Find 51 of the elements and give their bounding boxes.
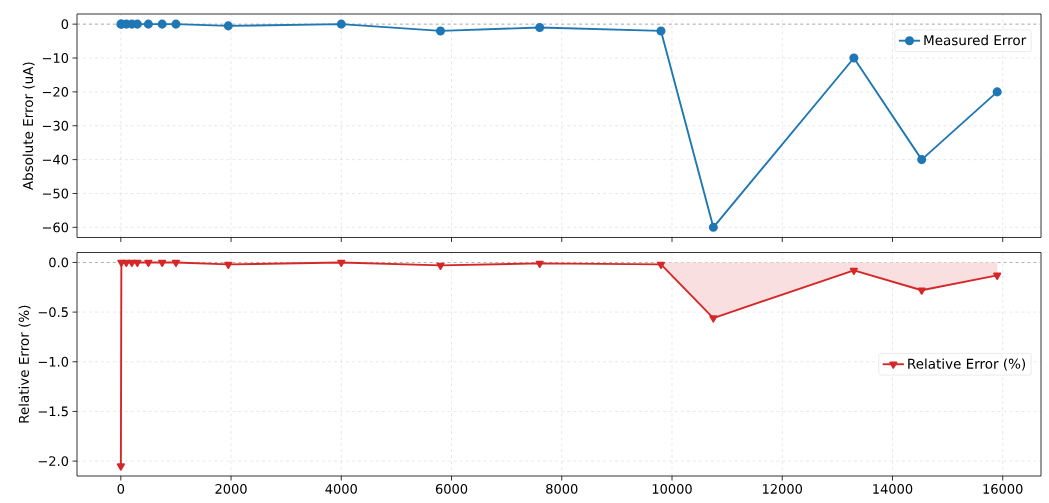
y-tick-label: −10 (42, 53, 69, 63)
point (535, 260, 544, 268)
y-tick-label: −50 (42, 188, 69, 199)
x-tick-label: 2000 (215, 484, 247, 494)
y-tick-label: −0.5 (38, 307, 68, 318)
point (223, 21, 233, 31)
x-tick-label: 10000 (652, 484, 692, 494)
x-tick-label: 8000 (546, 484, 578, 494)
point (656, 261, 666, 269)
y-tick-label: 0 (61, 19, 69, 30)
x-tick-label: 6000 (435, 484, 468, 494)
point (116, 463, 125, 471)
y-tick-label: 0.0 (49, 257, 69, 268)
x-tick-label: 4000 (325, 484, 357, 494)
point (849, 267, 858, 275)
point (143, 19, 153, 29)
y-tick-label: −1.5 (38, 406, 68, 417)
point (917, 155, 927, 165)
y-axis-title: Absolute Error (uA) (22, 62, 35, 191)
x-tick-label: 16000 (983, 484, 1023, 494)
point (337, 259, 346, 267)
point (435, 26, 446, 36)
y-axis-title: Relative Error (%) (18, 305, 31, 423)
point (157, 19, 167, 29)
point (133, 259, 142, 267)
legend-label: Relative Error (%) (908, 358, 1026, 371)
x-tick-label: 12000 (762, 484, 803, 494)
point (224, 261, 233, 269)
point (656, 26, 666, 36)
y-tick-label: −30 (42, 120, 69, 131)
y-tick-label: −20 (42, 86, 69, 97)
point (171, 259, 180, 267)
y-tick-label: −2.0 (38, 456, 69, 467)
x-tick-label: 14000 (873, 484, 913, 494)
point (535, 23, 545, 33)
point (993, 272, 1002, 280)
point (992, 87, 1002, 97)
y-tick-label: −1.0 (38, 356, 69, 367)
point (158, 259, 167, 267)
point (436, 262, 445, 270)
point (336, 19, 346, 29)
point (849, 53, 859, 63)
x-tick-label: 0 (117, 484, 125, 494)
point (917, 287, 926, 295)
point (144, 259, 153, 267)
point (709, 315, 718, 323)
y-tick-label: −60 (42, 222, 69, 233)
point (708, 222, 718, 232)
y-tick-label: −40 (42, 154, 69, 165)
legend-label: Measured Error (924, 34, 1027, 46)
point (171, 19, 181, 29)
